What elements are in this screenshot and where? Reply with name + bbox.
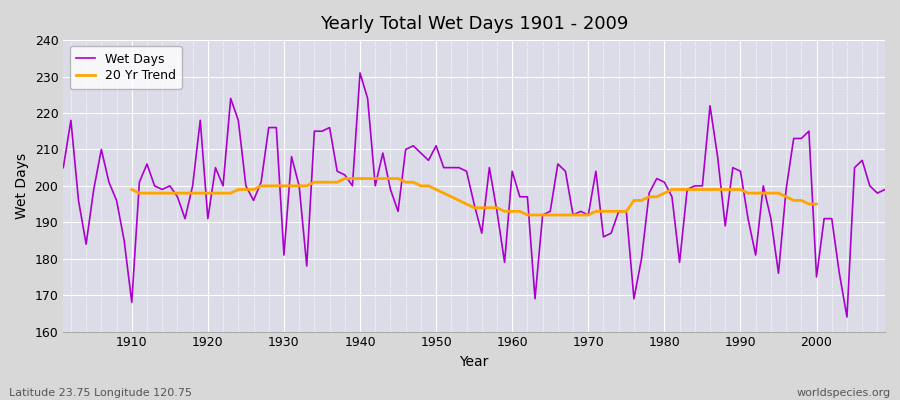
20 Yr Trend xyxy=(537,212,548,217)
Wet Days xyxy=(507,169,517,174)
Line: 20 Yr Trend: 20 Yr Trend xyxy=(131,178,816,215)
Y-axis label: Wet Days: Wet Days xyxy=(15,153,29,219)
Wet Days xyxy=(355,70,365,75)
20 Yr Trend xyxy=(339,176,350,181)
Wet Days xyxy=(879,187,890,192)
20 Yr Trend xyxy=(126,187,137,192)
20 Yr Trend xyxy=(720,187,731,192)
Wet Days xyxy=(119,238,130,243)
Wet Days xyxy=(286,154,297,159)
Wet Days xyxy=(515,194,526,199)
Wet Days xyxy=(332,169,343,174)
Title: Yearly Total Wet Days 1901 - 2009: Yearly Total Wet Days 1901 - 2009 xyxy=(320,15,628,33)
Text: Latitude 23.75 Longitude 120.75: Latitude 23.75 Longitude 120.75 xyxy=(9,388,192,398)
X-axis label: Year: Year xyxy=(460,355,489,369)
Legend: Wet Days, 20 Yr Trend: Wet Days, 20 Yr Trend xyxy=(69,46,182,89)
Text: worldspecies.org: worldspecies.org xyxy=(796,388,891,398)
20 Yr Trend xyxy=(302,184,312,188)
20 Yr Trend xyxy=(522,212,533,217)
Wet Days xyxy=(58,165,68,170)
Line: Wet Days: Wet Days xyxy=(63,73,885,317)
20 Yr Trend xyxy=(811,202,822,206)
Wet Days xyxy=(842,315,852,320)
20 Yr Trend xyxy=(210,191,220,196)
20 Yr Trend xyxy=(286,184,297,188)
Wet Days xyxy=(606,231,616,236)
20 Yr Trend xyxy=(804,202,814,206)
